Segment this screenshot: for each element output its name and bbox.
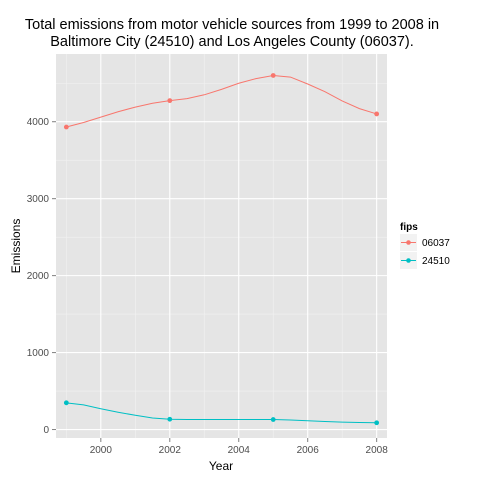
data-point-06037 bbox=[374, 111, 380, 117]
x-tick-label: 2000 bbox=[90, 445, 113, 456]
major-gridlines bbox=[56, 54, 387, 438]
data-point-06037 bbox=[63, 124, 69, 130]
data-point-24510 bbox=[270, 417, 276, 422]
legend-label-24510: 24510 bbox=[422, 256, 450, 267]
legend-key-point-06037 bbox=[406, 240, 411, 245]
y-tick-label: 1000 bbox=[27, 348, 50, 359]
chart-title-line-2: Baltimore City (24510) and Los Angeles C… bbox=[50, 34, 414, 50]
data-point-06037 bbox=[270, 73, 276, 78]
x-tick-label: 2004 bbox=[228, 445, 251, 456]
data-point-24510 bbox=[374, 420, 380, 426]
x-tick-label: 2008 bbox=[366, 445, 389, 456]
y-tick-label: 4000 bbox=[27, 117, 50, 128]
data-point-06037 bbox=[167, 98, 173, 104]
x-axis-title: Year bbox=[209, 459, 233, 473]
legend-label-06037: 06037 bbox=[422, 238, 450, 249]
series-line-06037 bbox=[66, 74, 377, 128]
y-tick-label: 3000 bbox=[27, 194, 50, 205]
y-tick-label: 0 bbox=[43, 425, 49, 436]
x-axis-ticks: 2000 2002 2004 2006 2008 bbox=[90, 438, 389, 456]
legend: fips 06037 24510 bbox=[400, 222, 450, 269]
legend-key-point-24510 bbox=[406, 258, 411, 263]
y-axis-ticks: 0 1000 2000 3000 4000 bbox=[27, 117, 56, 436]
series-line-24510 bbox=[66, 402, 377, 424]
x-tick-label: 2006 bbox=[297, 445, 320, 456]
series-lines bbox=[66, 74, 377, 424]
x-tick-label: 2002 bbox=[159, 445, 182, 456]
data-point-24510 bbox=[167, 416, 173, 422]
data-point-24510 bbox=[63, 400, 69, 406]
legend-title: fips bbox=[400, 222, 418, 233]
minor-gridlines bbox=[56, 54, 387, 438]
y-axis-title: Emissions bbox=[9, 219, 23, 274]
y-tick-label: 2000 bbox=[27, 271, 50, 282]
chart-title-line-1: Total emissions from motor vehicle sourc… bbox=[25, 17, 439, 33]
series-points bbox=[63, 73, 380, 426]
plot-panel bbox=[56, 54, 387, 438]
